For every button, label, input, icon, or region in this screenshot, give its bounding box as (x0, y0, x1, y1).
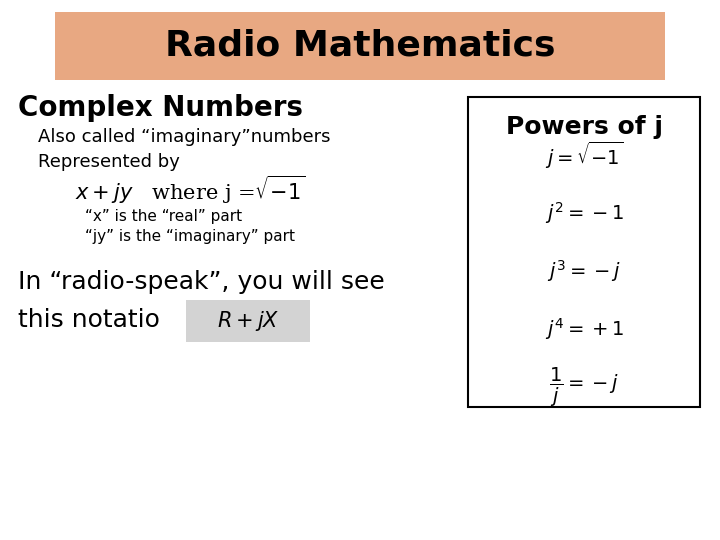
FancyBboxPatch shape (55, 12, 665, 80)
FancyBboxPatch shape (186, 300, 310, 342)
Text: Radio Mathematics: Radio Mathematics (165, 29, 555, 63)
Text: $\dfrac{1}{j} = -j$: $\dfrac{1}{j} = -j$ (549, 366, 619, 409)
Text: Also called “imaginary”numbers: Also called “imaginary”numbers (38, 128, 330, 146)
Text: Complex Numbers: Complex Numbers (18, 94, 303, 122)
Text: $R + jX$: $R + jX$ (217, 309, 279, 333)
Text: “jy” is the “imaginary” part: “jy” is the “imaginary” part (85, 230, 295, 245)
Text: $j^3 = -j$: $j^3 = -j$ (547, 258, 621, 284)
Text: Powers of j: Powers of j (505, 115, 662, 139)
Text: “x” is the “real” part: “x” is the “real” part (85, 210, 242, 225)
Text: $j = \sqrt{-1}$: $j = \sqrt{-1}$ (544, 139, 624, 171)
Text: $j^2 = -1$: $j^2 = -1$ (544, 200, 624, 226)
Text: Represented by: Represented by (38, 153, 180, 171)
Text: this notatio: this notatio (18, 308, 160, 332)
Text: $j^4 = +1$: $j^4 = +1$ (544, 316, 624, 342)
Text: $x + jy$   where j =$\sqrt{-1}$: $x + jy$ where j =$\sqrt{-1}$ (75, 174, 305, 206)
FancyBboxPatch shape (468, 97, 700, 407)
Text: In “radio-speak”, you will see: In “radio-speak”, you will see (18, 270, 384, 294)
